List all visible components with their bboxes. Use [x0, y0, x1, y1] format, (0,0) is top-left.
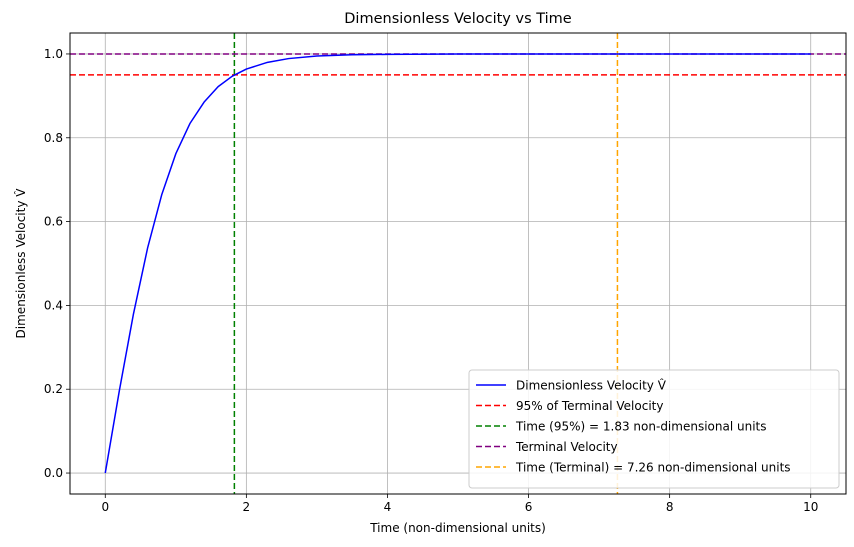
y-tick-label: 0.2: [44, 382, 63, 396]
x-tick-label: 10: [803, 500, 818, 514]
y-tick-label: 0.4: [44, 298, 63, 312]
legend: Dimensionless Velocity V̂ 95% of Terminal…: [468, 369, 840, 489]
y-axis-label: Dimensionless Velocity V̂: [14, 188, 28, 339]
chart-title: Dimensionless Velocity vs Time: [344, 11, 572, 27]
plot-frame: [69, 32, 847, 495]
data-series: [104, 53, 811, 474]
legend-label: Time (95%) = 1.83 non-dimensional units: [515, 420, 766, 434]
x-axis-label: Time (non-dimensional units): [369, 521, 546, 535]
x-tick-label: 8: [666, 500, 674, 514]
y-tick-label: 0.0: [44, 466, 63, 480]
y-tick-label: 0.8: [44, 131, 63, 145]
legend-label: Terminal Velocity: [515, 440, 618, 454]
series-line: [104, 53, 811, 474]
legend-box: [468, 369, 840, 489]
y-tick-label: 1.0: [44, 47, 63, 61]
axis-ticks: 0 2 4 6 8 10 0.0 0.2 0.4 0.6 0.8 1.0: [44, 47, 818, 514]
x-tick-label: 2: [243, 500, 251, 514]
x-tick-label: 4: [384, 500, 392, 514]
y-tick-label: 0.6: [44, 215, 63, 229]
x-tick-label: 0: [101, 500, 109, 514]
x-tick-label: 6: [525, 500, 533, 514]
legend-label: Dimensionless Velocity V̂: [516, 378, 667, 392]
legend-label: Time (Terminal) = 7.26 non-dimensional u…: [515, 461, 791, 475]
legend-label: 95% of Terminal Velocity: [516, 399, 663, 413]
